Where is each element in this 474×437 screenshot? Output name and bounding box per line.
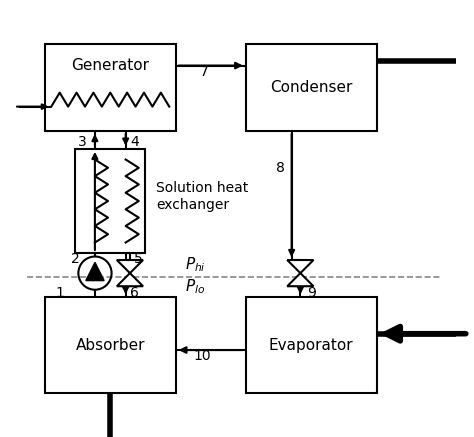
Text: 6: 6	[130, 286, 139, 300]
Text: Solution heat: Solution heat	[156, 181, 248, 195]
Text: Evaporator: Evaporator	[269, 338, 354, 353]
Text: 5: 5	[134, 252, 143, 266]
Polygon shape	[287, 260, 313, 273]
Text: 10: 10	[193, 349, 211, 363]
Text: Condenser: Condenser	[270, 80, 353, 95]
Bar	[246, 297, 377, 393]
Text: $P_{hi}$: $P_{hi}$	[184, 255, 205, 274]
Text: $P_{lo}$: $P_{lo}$	[184, 277, 205, 295]
Text: Absorber: Absorber	[75, 338, 145, 353]
Bar	[45, 297, 176, 393]
Text: 3: 3	[77, 135, 86, 149]
Polygon shape	[117, 273, 143, 286]
Text: 1: 1	[55, 286, 64, 300]
Polygon shape	[86, 262, 104, 281]
Polygon shape	[117, 260, 143, 273]
Text: 8: 8	[276, 161, 285, 175]
Text: 7: 7	[200, 65, 209, 79]
Bar	[75, 149, 145, 253]
Text: 9: 9	[307, 286, 316, 300]
Text: 2: 2	[71, 252, 80, 266]
Bar	[246, 44, 377, 131]
Bar	[45, 44, 176, 131]
Polygon shape	[287, 273, 313, 286]
Text: Generator: Generator	[71, 58, 149, 73]
Text: 4: 4	[130, 135, 139, 149]
Text: exchanger: exchanger	[156, 198, 229, 212]
